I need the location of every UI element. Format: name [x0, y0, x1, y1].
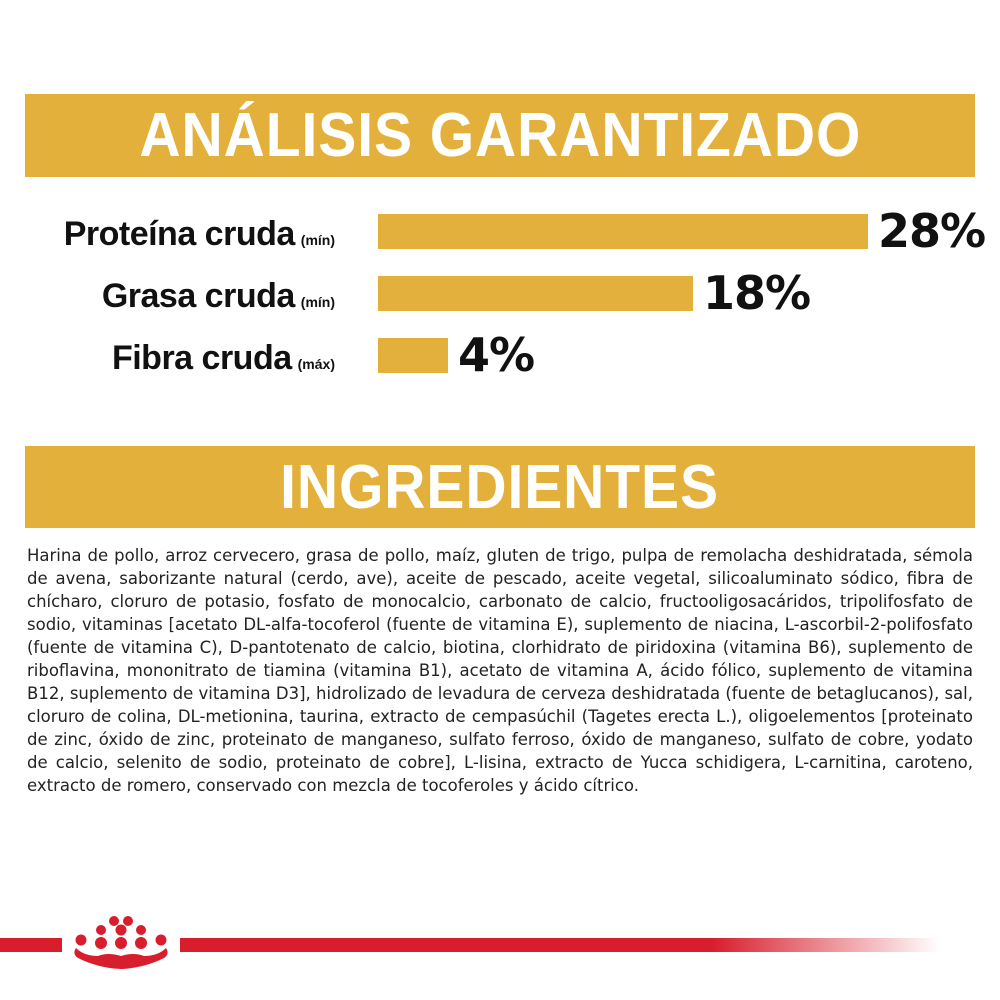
ingredients-banner: INGREDIENTES [25, 446, 975, 528]
footer-stripe-left [0, 938, 62, 952]
nutrient-qualifier: (mín) [300, 294, 335, 310]
nutrient-name: Proteína cruda [63, 215, 296, 253]
nutrient-value: 28% [878, 204, 986, 258]
nutrient-name: Grasa cruda [101, 277, 295, 315]
footer-stripe-right [180, 938, 940, 952]
analysis-banner: ANÁLISIS GARANTIZADO [25, 94, 975, 177]
nutrient-row-fat: Grasa cruda (mín) 18% [0, 264, 1000, 324]
nutrient-bar [378, 214, 868, 249]
nutrient-qualifier: (máx) [297, 356, 335, 372]
nutrient-name: Fibra cruda [111, 339, 292, 377]
ingredients-list: Harina de pollo, arroz cervecero, grasa … [27, 546, 973, 795]
nutrient-qualifier: (mín) [300, 232, 335, 248]
nutrient-bar [378, 276, 693, 311]
analysis-title: ANÁLISIS GARANTIZADO [139, 101, 861, 170]
nutrient-label: Proteína cruda (mín) [64, 215, 335, 254]
crown-icon [74, 916, 168, 969]
nutrient-value: 4% [458, 328, 535, 382]
nutrient-bar [378, 338, 448, 373]
nutrient-row-fiber: Fibra cruda (máx) 4% [0, 326, 1000, 386]
nutrient-label: Grasa cruda (mín) [102, 277, 335, 316]
ingredients-title: INGREDIENTES [280, 452, 720, 522]
nutrient-label: Fibra cruda (máx) [112, 339, 335, 378]
nutrient-row-protein: Proteína cruda (mín) 28% [0, 202, 1000, 262]
nutrient-value: 18% [703, 266, 811, 320]
